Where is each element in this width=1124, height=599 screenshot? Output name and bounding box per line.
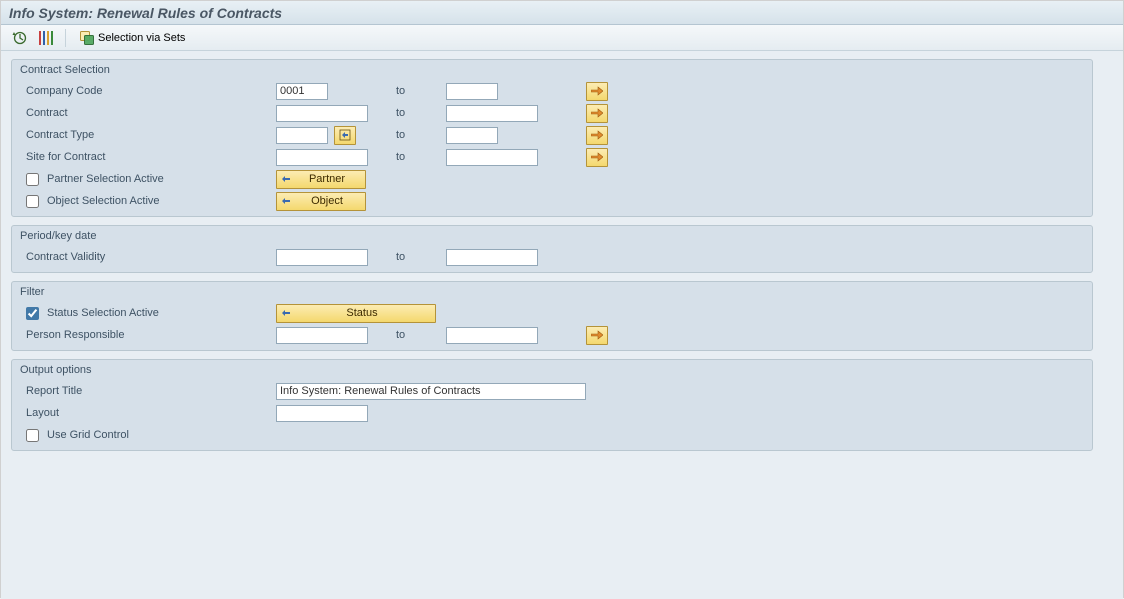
arrow-right-icon (591, 86, 603, 96)
page-title: Info System: Renewal Rules of Contracts (9, 5, 1115, 21)
contract-from-input[interactable] (276, 105, 368, 122)
company-code-multiple-button[interactable] (586, 82, 608, 101)
group-output: Output options Report Title Layout Use G… (11, 359, 1093, 451)
group-period: Period/key date Contract Validity to (11, 225, 1093, 273)
group-title: Contract Selection (12, 60, 1092, 80)
content-area: © www.tutorialkart.com Contract Selectio… (1, 51, 1123, 599)
title-bar: Info System: Renewal Rules of Contracts (1, 1, 1123, 25)
arrow-right-icon (591, 152, 603, 162)
clock-run-icon (12, 30, 28, 46)
validity-label: Contract Validity (26, 251, 276, 263)
contract-type-label: Contract Type (26, 129, 276, 141)
to-label: to (396, 329, 446, 341)
person-from-input[interactable] (276, 327, 368, 344)
person-label: Person Responsible (26, 329, 276, 341)
row-contract: Contract to (12, 102, 1092, 124)
selection-via-sets-label: Selection via Sets (98, 32, 185, 44)
company-code-to-input[interactable] (446, 83, 498, 100)
site-label: Site for Contract (26, 151, 276, 163)
status-active-checkbox[interactable] (26, 307, 39, 320)
partner-button[interactable]: Partner (276, 170, 366, 189)
row-person: Person Responsible to (12, 324, 1092, 346)
overlap-icon (80, 31, 94, 45)
contract-type-from-input[interactable] (276, 127, 328, 144)
object-button-label: Object (295, 195, 359, 207)
to-label: to (396, 85, 446, 97)
expand-icon (281, 308, 291, 318)
row-use-grid: Use Grid Control (12, 424, 1092, 446)
expand-icon (281, 174, 291, 184)
company-code-label: Company Code (26, 85, 276, 97)
validity-to-input[interactable] (446, 249, 538, 266)
to-label: to (396, 107, 446, 119)
group-filter: Filter Status Selection Active Status Pe… (11, 281, 1093, 351)
object-active-label: Object Selection Active (47, 195, 160, 207)
person-to-input[interactable] (446, 327, 538, 344)
contract-type-to-input[interactable] (446, 127, 498, 144)
use-grid-checkbox[interactable] (26, 429, 39, 442)
person-multiple-button[interactable] (586, 326, 608, 345)
expand-icon (281, 196, 291, 206)
toolbar: Selection via Sets (1, 25, 1123, 51)
layout-input[interactable] (276, 405, 368, 422)
execute-button[interactable] (9, 28, 31, 48)
row-partner-active: Partner Selection Active Partner (12, 168, 1092, 190)
contract-type-multiple-button[interactable] (586, 126, 608, 145)
row-site: Site for Contract to (12, 146, 1092, 168)
to-label: to (396, 129, 446, 141)
contract-label: Contract (26, 107, 276, 119)
partner-active-label: Partner Selection Active (47, 173, 164, 185)
row-validity: Contract Validity to (12, 246, 1092, 268)
report-title-input[interactable] (276, 383, 586, 400)
contract-to-input[interactable] (446, 105, 538, 122)
selection-via-sets-button[interactable]: Selection via Sets (74, 28, 191, 48)
status-active-label: Status Selection Active (47, 307, 159, 319)
company-code-from-input[interactable] (276, 83, 328, 100)
partner-active-checkbox[interactable] (26, 173, 39, 186)
group-contract-selection: Contract Selection Company Code to Contr… (11, 59, 1093, 217)
object-active-checkbox[interactable] (26, 195, 39, 208)
arrow-right-icon (591, 330, 603, 340)
dynamic-selection-icon (38, 30, 54, 46)
layout-label: Layout (26, 407, 276, 419)
arrow-right-icon (591, 108, 603, 118)
dynamic-selections-button[interactable] (35, 28, 57, 48)
row-report-title: Report Title (12, 380, 1092, 402)
status-button-label: Status (295, 307, 429, 319)
toolbar-separator (65, 29, 66, 47)
to-label: to (396, 151, 446, 163)
object-button[interactable]: Object (276, 192, 366, 211)
use-grid-label: Use Grid Control (47, 429, 129, 441)
status-button[interactable]: Status (276, 304, 436, 323)
validity-from-input[interactable] (276, 249, 368, 266)
site-multiple-button[interactable] (586, 148, 608, 167)
report-title-label: Report Title (26, 385, 276, 397)
group-title: Filter (12, 282, 1092, 302)
contract-multiple-button[interactable] (586, 104, 608, 123)
group-title: Output options (12, 360, 1092, 380)
site-from-input[interactable] (276, 149, 368, 166)
row-company-code: Company Code to (12, 80, 1092, 102)
search-help-icon (339, 129, 351, 141)
row-contract-type: Contract Type to (12, 124, 1092, 146)
arrow-right-icon (591, 130, 603, 140)
to-label: to (396, 251, 446, 263)
site-to-input[interactable] (446, 149, 538, 166)
row-object-active: Object Selection Active Object (12, 190, 1092, 212)
partner-button-label: Partner (295, 173, 359, 185)
group-title: Period/key date (12, 226, 1092, 246)
contract-type-help-button[interactable] (334, 126, 356, 145)
row-layout: Layout (12, 402, 1092, 424)
row-status-active: Status Selection Active Status (12, 302, 1092, 324)
